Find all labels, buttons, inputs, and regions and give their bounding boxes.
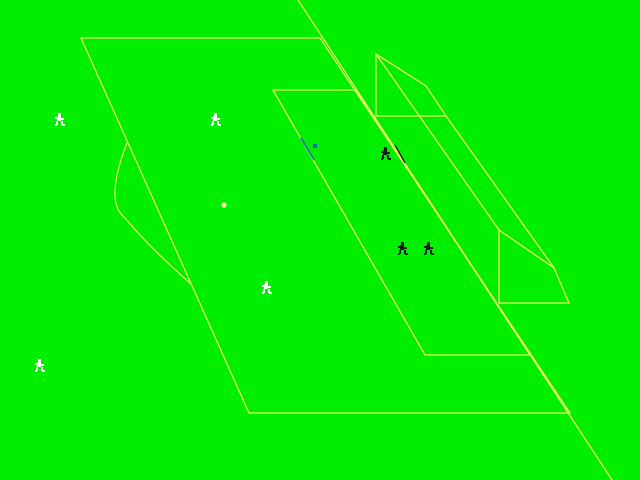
goal-frame — [375, 52, 570, 304]
pitch-markings — [79, 0, 613, 480]
goal-net-line — [498, 229, 555, 269]
penalty-arc — [114, 142, 191, 284]
goal-post-line — [375, 53, 500, 231]
goal-area — [271, 89, 532, 356]
keeper-reach-line — [394, 144, 406, 164]
ball-icon — [221, 202, 227, 208]
pass-direction-icon — [300, 137, 317, 161]
penalty-area — [79, 37, 572, 414]
